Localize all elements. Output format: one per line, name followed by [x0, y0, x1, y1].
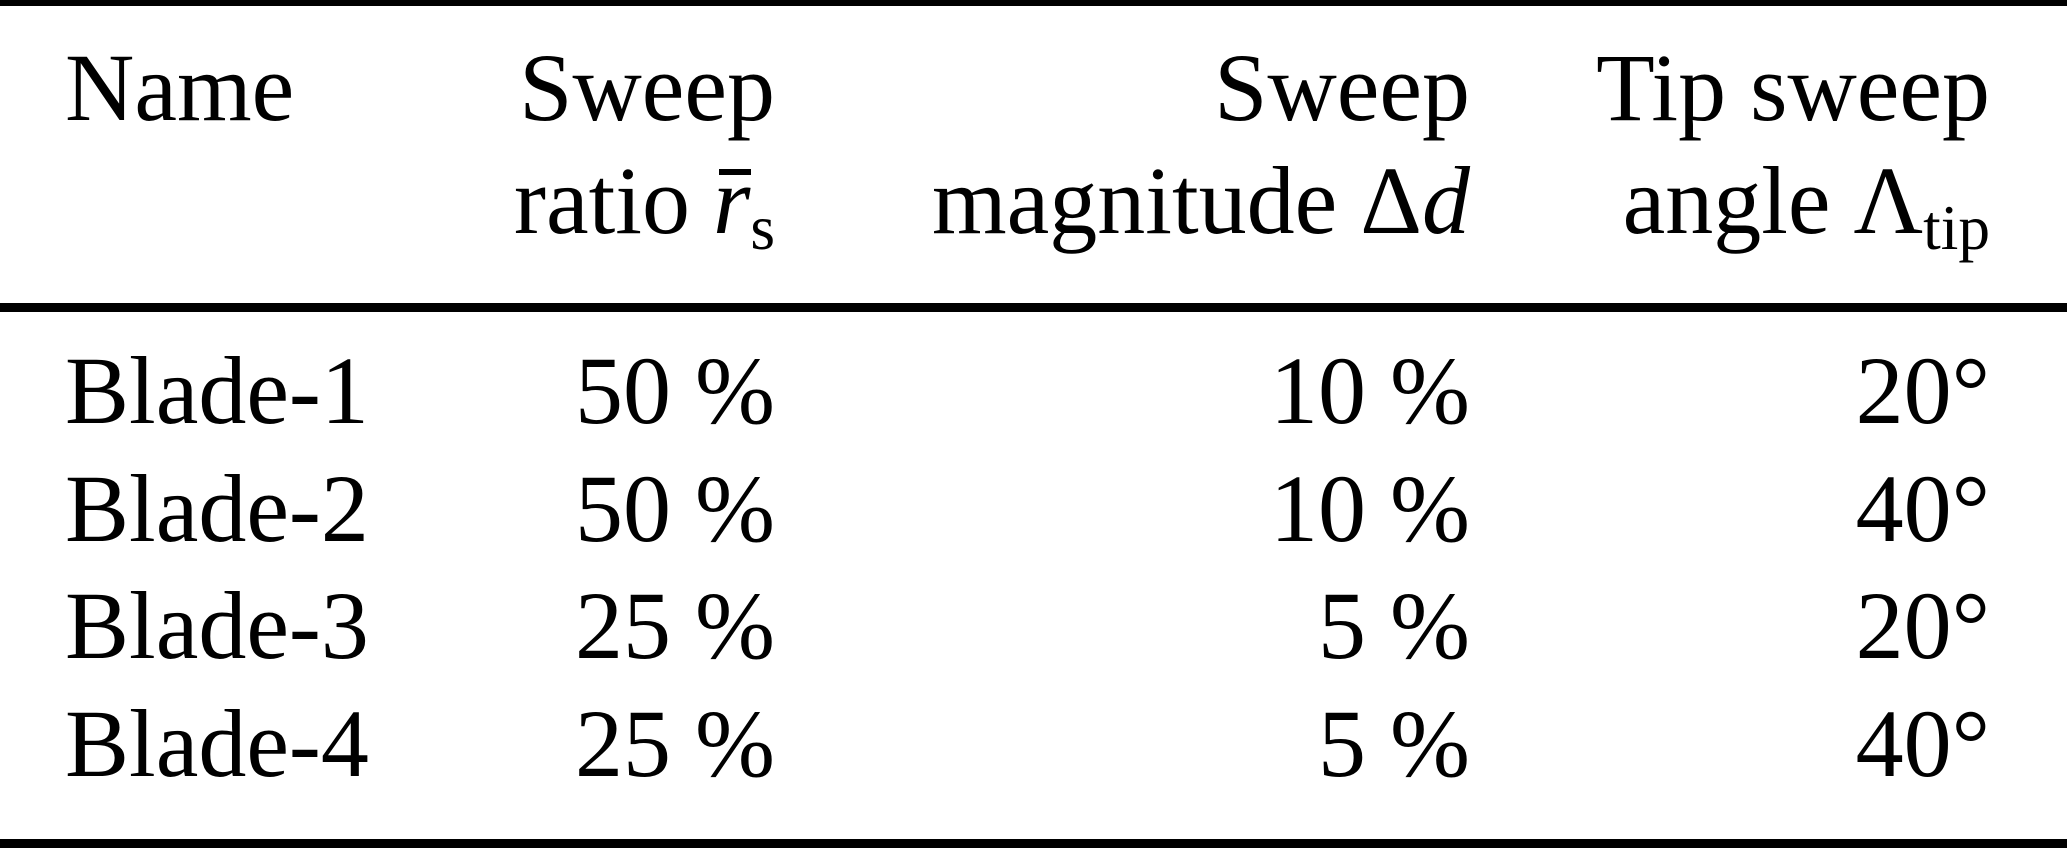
header-sweep-magnitude-word: magnitude [932, 147, 1338, 254]
header-sweep-magnitude-line1: Sweep [1214, 34, 1470, 141]
row-blade-1-tip-sweep-angle: 20° [1855, 337, 1990, 444]
row-blade-2-name: Blade-2 [65, 454, 369, 562]
table-bottom-rule [0, 839, 2067, 848]
header-name-label: Name [65, 34, 295, 141]
header-sweep-magnitude-line2: magnitude Δd [775, 144, 1470, 257]
column-header-sweep-magnitude: Sweep magnitude Δd [775, 31, 1470, 257]
d-symbol: d [1422, 147, 1470, 254]
lambda-subscript: tip [1923, 193, 1990, 264]
row-blade-2-sweep-magnitude: 10 % [1270, 454, 1470, 562]
row-blade-1-sweep-magnitude: 10 % [1270, 337, 1470, 444]
header-tip-sweep-angle-word: angle [1622, 147, 1831, 254]
row-blade-3-sweep-magnitude: 5 % [1318, 572, 1470, 679]
column-header-name: Name [65, 31, 385, 257]
row-blade-2-sweep-ratio: 50 % [575, 454, 775, 562]
column-header-tip-sweep-angle: Tip sweep angle Λtip [1470, 31, 1990, 260]
header-tip-sweep-angle-line1: Tip sweep [1596, 34, 1990, 141]
lambda-symbol: Λ [1853, 147, 1924, 254]
r-bar-symbol: r [713, 144, 752, 257]
row-blade-3-tip-sweep-angle: 20° [1855, 572, 1990, 679]
row-blade-4-name: Blade-4 [65, 689, 369, 797]
header-sweep-ratio-line1: Sweep [519, 34, 775, 141]
row-blade-4-sweep-magnitude: 5 % [1318, 689, 1470, 797]
header-sweep-ratio-word: ratio [514, 147, 690, 254]
table-body: Blade-1 50 % 10 % 20° Blade-2 50 % 10 % … [65, 332, 1990, 802]
header-sweep-ratio-line2: ratio rs [385, 144, 775, 260]
row-blade-4-sweep-ratio: 25 % [575, 689, 775, 797]
table-header-rule [0, 303, 2067, 312]
column-header-sweep-ratio: Sweep ratio rs [385, 31, 775, 260]
header-name-line2 [65, 144, 385, 257]
row-blade-1-name: Blade-1 [65, 337, 369, 444]
row-blade-3-sweep-ratio: 25 % [575, 572, 775, 679]
r-bar-subscript: s [750, 193, 775, 264]
table-top-rule [0, 0, 2067, 6]
row-blade-2-tip-sweep-angle: 40° [1855, 454, 1990, 562]
row-blade-3-name: Blade-3 [65, 572, 369, 679]
delta-symbol: Δ [1360, 147, 1422, 254]
row-blade-1-sweep-ratio: 50 % [575, 337, 775, 444]
row-blade-4-tip-sweep-angle: 40° [1855, 689, 1990, 797]
table-header: Name Sweep ratio rs Sweep magnitude Δd Tip… [65, 31, 1990, 260]
header-tip-sweep-angle-line2: angle Λtip [1470, 144, 1990, 260]
